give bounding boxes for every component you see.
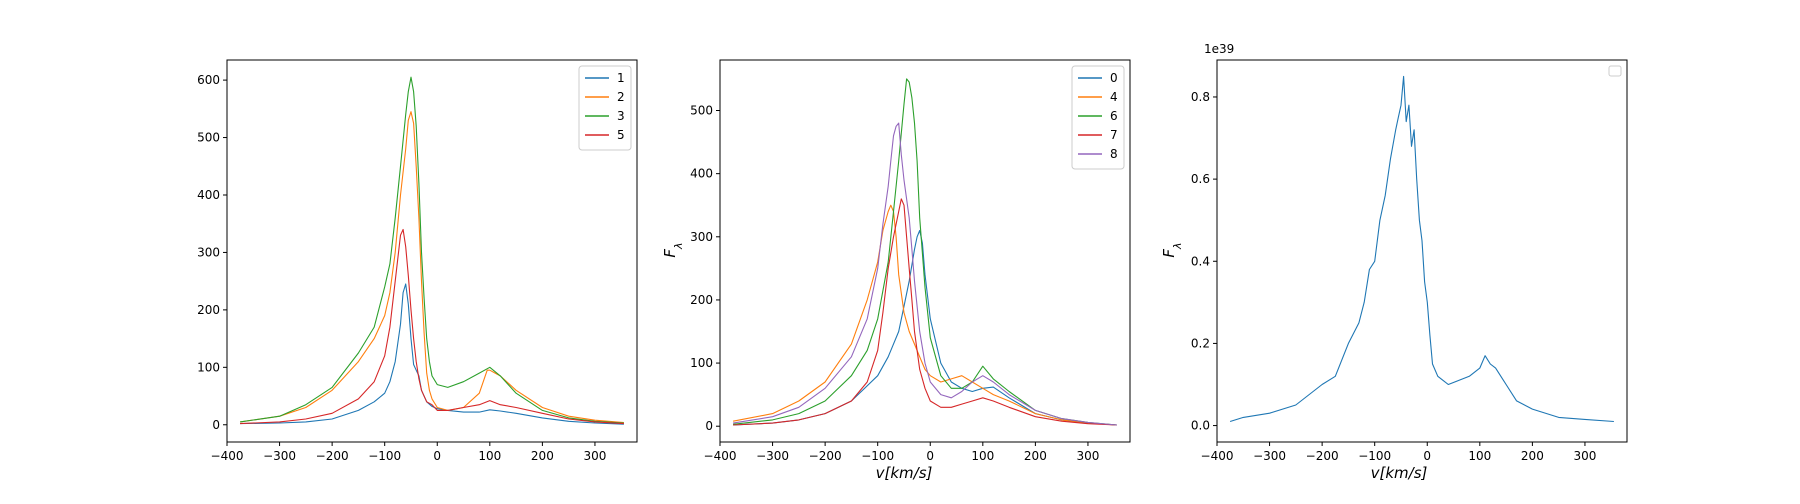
middle-panel-legend-box (1071, 65, 1125, 170)
middle-panel-xtick-label: 300 (1076, 449, 1099, 463)
left-panel-series-line-3 (240, 76, 624, 424)
left-panel-frame (226, 59, 638, 443)
left-panel-ytick-label: 200 (197, 303, 220, 317)
middle-panel-ytick-label: 0 (705, 419, 713, 433)
left-panel-ytick-label: 600 (197, 73, 220, 87)
left-panel-series-line-2 (240, 111, 624, 424)
middle-panel-xtick-label: −400 (704, 449, 737, 463)
left-panel-xtick-label: 200 (531, 449, 554, 463)
middle-panel-xtick-label: 0 (926, 449, 934, 463)
right-panel-series (1229, 75, 1614, 423)
right-panel-xtick-label: −300 (1253, 449, 1286, 463)
middle-panel-series-line-0 (733, 229, 1117, 426)
middle-panel-series-line-4 (732, 204, 1117, 426)
left-panel-xtick-label: −400 (211, 449, 244, 463)
middle-panel-frame (719, 59, 1131, 443)
left-panel-series-line-1 (240, 283, 624, 425)
right-panel-xtick-label: 300 (1573, 449, 1596, 463)
middle-panel-legend-label: 8 (1110, 147, 1118, 161)
right-panel-ytick-label: 0.2 (1191, 336, 1210, 350)
left-panel-series-line-5 (240, 228, 624, 425)
right-panel-offset-label: 1e39 (1204, 42, 1234, 56)
right-panel-xtick-label: 200 (1521, 449, 1544, 463)
left-panel-ytick-label: 0 (212, 418, 220, 432)
left-panel-legend-label: 1 (617, 71, 625, 85)
middle-panel-ytick-label: 200 (690, 293, 713, 307)
middle-panel-ytick-label: 100 (690, 356, 713, 370)
left-panel-ytick-label: 100 (197, 360, 220, 374)
right-panel-series-line-0 (1229, 75, 1614, 423)
right-panel-xtick-label: −400 (1201, 449, 1234, 463)
left-panel-xtick-label: 100 (478, 449, 501, 463)
left-panel-xtick-label: 300 (583, 449, 606, 463)
middle-panel: Fλ v[km/s] −400 −300 −200 −100 0 100 200 300 0 10… (661, 59, 1131, 482)
right-panel-xtick-label: 100 (1468, 449, 1491, 463)
middle-panel-series-line-7 (733, 198, 1117, 426)
left-panel-legend-label: 5 (617, 128, 625, 142)
right-panel-xtick-label: −100 (1358, 449, 1391, 463)
left-panel-xtick-label: 0 (433, 449, 441, 463)
left-panel-ytick-label: 300 (197, 245, 220, 259)
middle-panel-xtick-label: −200 (809, 449, 842, 463)
middle-panel-xtick-label: 200 (1024, 449, 1047, 463)
middle-panel-ytick-label: 500 (690, 104, 713, 118)
right-panel-frame (1216, 59, 1628, 443)
middle-panel-legend-label: 0 (1110, 71, 1118, 85)
middle-panel-legend-label: 6 (1110, 109, 1118, 123)
middle-panel-legend-label: 4 (1110, 90, 1118, 104)
right-panel-xtick-label: −200 (1306, 449, 1339, 463)
left-panel-legend-label: 2 (617, 90, 625, 104)
middle-panel-ylabel: Fλ (661, 242, 685, 257)
left-panel-legend-label: 3 (617, 109, 625, 123)
middle-panel-ytick-label: 400 (690, 167, 713, 181)
left-panel-legend-box (578, 65, 632, 151)
middle-panel-legend-label: 7 (1110, 128, 1118, 142)
right-panel-ytick-label: 0.8 (1191, 90, 1210, 104)
right-panel-ylabel: Fλ (1160, 242, 1184, 257)
right-panel-ytick-label: 0.6 (1191, 172, 1210, 186)
right-panel-xtick-label: 0 (1423, 449, 1431, 463)
left-panel-xtick-label: −100 (368, 449, 401, 463)
left-panel-ytick-label: 400 (197, 188, 220, 202)
right-panel-legend-box (1608, 65, 1622, 77)
left-panel-xtick-label: −200 (316, 449, 349, 463)
middle-panel-series (732, 78, 1117, 426)
middle-panel-xtick-label: −300 (756, 449, 789, 463)
middle-panel-xtick-label: 100 (971, 449, 994, 463)
right-panel: 1e39 Fλ v[km/s] −400 −300 −200 −100 0 100 200 3… (1160, 42, 1628, 482)
right-panel-xlabel: v[km/s] (1371, 464, 1428, 482)
middle-panel-series-line-6 (733, 78, 1117, 426)
left-panel-ytick-label: 500 (197, 131, 220, 145)
left-panel-xtick-label: −300 (263, 449, 296, 463)
middle-panel-xlabel: v[km/s] (876, 464, 933, 482)
right-panel-ytick-label: 0.0 (1191, 419, 1210, 433)
right-panel-ytick-label: 0.4 (1191, 254, 1210, 268)
left-panel-series (240, 76, 624, 425)
middle-panel-xtick-label: −100 (861, 449, 894, 463)
middle-panel-ytick-label: 300 (690, 230, 713, 244)
middle-panel-series-line-8 (733, 122, 1117, 426)
left-panel: −400 −300 −200 −100 0 100 200 300 0 100 200 300 400 5… (197, 59, 638, 463)
